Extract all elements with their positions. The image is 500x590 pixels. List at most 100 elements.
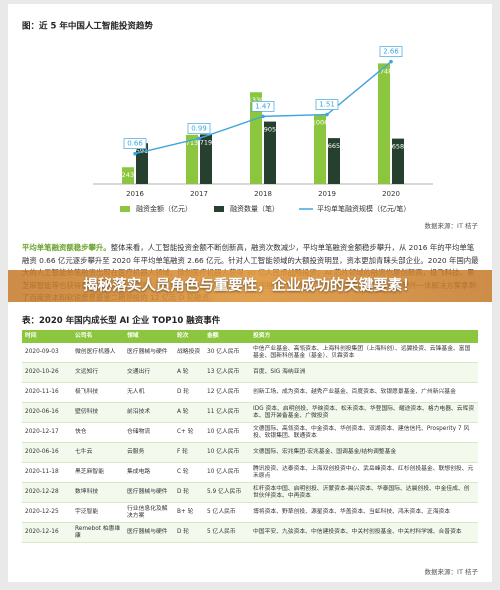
table-cell: 文远知行 [72,362,124,384]
table-cell: 医疗器械与硬件 [124,343,174,364]
bar [314,114,326,184]
legend-swatch [120,206,130,212]
table-cell: 2020-12-28 [22,482,72,504]
table-cell: 医疗器械与硬件 [124,482,174,504]
table-cell: 七牛云 [72,442,124,464]
table: 时间 公司名 领域 轮次 金额 投资方 2020-09-03 微创医疗机器人 医疗器械与硬件战… [22,330,478,544]
bar-value-label: 719 [200,138,212,146]
line-label-box [187,123,211,134]
table-cell: 2020-11-18 [22,462,72,484]
header-cell: 时间 [22,330,72,344]
chart: 图：近 5 年中国人工智能投资趋势 2016 243 591 2017 713 719 20… [22,21,479,231]
table-row: 2020-11-18 黑芝麻智能 集成电路 C 轮 10 亿人民币 腾讯投资、达泰资本、上… [22,462,478,484]
bar [186,134,198,184]
line-point [261,114,265,119]
x-tick-label: 2017 [190,190,208,198]
table-cell: 10 亿人民币 [204,462,250,484]
table-cell: 文德国际、高瓴资本、中金资本、华创资本、双湖资本、建信信托、Prosperity… [250,422,478,444]
line-value-label: 1.51 [319,101,335,109]
bar-value-label: 1748 [376,67,393,75]
line-value-label: 1.47 [255,102,271,110]
paragraph-lead: 平均单笔融资额稳步攀升。 [22,243,111,252]
line-point [133,151,137,156]
bar-value-label: 713 [186,139,198,147]
line-label-box [251,101,275,112]
x-tick-label: 2018 [254,190,272,198]
bar [378,63,390,184]
table-cell: 中信产业基金、高瓴资本、上海科创投集团（上海科创）、远翼投资、云锋基金、富国基金… [250,343,478,364]
header-cell: 领域 [124,330,174,344]
chart-title: 图：近 5 年中国人工智能投资趋势 [22,21,153,32]
bar-value-label: 658 [392,143,404,151]
table-cell: 10 亿人民币 [204,422,250,444]
table-row: 2020-06-16 七牛云 云服务 F 轮 10 亿人民币 文德国际、宏兆集团-宏兆基金… [22,442,478,464]
bar-value-label: 905 [264,126,276,134]
table-cell: 10 亿人民币 [204,442,250,464]
line-label-box [123,138,147,149]
line-point [197,136,201,141]
table-cell: 2020-12-16 [22,522,72,544]
table-cell: 文德国际、宏兆集团-宏兆基金、国调基金/结构调整基金 [250,442,478,464]
table-cell: 快仓 [72,422,124,444]
table-cell: IDG 资本、启明创投、华映资本、松禾资本、华登国际、耀途资本、格力电器、云晖资… [250,402,478,424]
table-cell: 交通出行 [124,362,174,384]
bar-value-label: 1330 [248,96,265,104]
table-cell: B+ 轮 [174,502,204,524]
header-cell: 轮次 [174,330,204,344]
x-tick-label: 2019 [318,190,336,198]
table-row: 2020-12-17 快仓 仓储物流 C+ 轮 10 亿人民币 文德国际、高瓴资本、中金资… [22,422,478,444]
table-cell: 2020-09-03 [22,343,72,364]
bar [250,92,262,184]
table-cell: A 轮 [174,362,204,384]
table-cell: 创新工场、成为资本、越秀产业基金、百度资本、软银愿景基金、广州新兴基金 [250,382,478,404]
table-cell: 13 亿人民币 [204,362,250,384]
table-cell: 百度、SIG 海纳亚洲 [250,362,478,384]
x-tick-label: 2016 [126,190,144,198]
table-cell: 2020-11-16 [22,382,72,404]
table-cell: F 轮 [174,442,204,464]
table-row: 2020-11-16 极飞科技 无人机 D 轮 12 亿人民币 创新工场、成为资本、越秀产… [22,382,478,404]
table-cell: 2020-12-17 [22,422,72,444]
table-cell: 5.9 亿人民币 [204,482,250,504]
legend-label: 平均单笔融资规模（亿元/笔） [317,204,410,213]
table-cell: D 轮 [174,482,204,504]
table-row: 2020-10-26 文远知行 交通出行 A 轮 13 亿人民币 百度、SIG 海纳亚洲 [22,362,478,384]
table-cell: 2020-10-26 [22,362,72,384]
bar-value-label: 591 [136,147,148,155]
table-cell: 2020-12-25 [22,502,72,524]
line-value-label: 0.99 [191,124,207,132]
bar [122,167,134,184]
line-point [325,112,329,117]
table-cell: 5 亿人民币 [204,502,250,524]
table-cell: 2020-06-16 [22,402,72,424]
header-cell: 公司名 [72,330,124,344]
line-label-box [315,99,339,110]
x-tick-label: 2020 [382,190,400,198]
bar [200,134,212,184]
table-row: 2020-12-28 数坤科技 医疗器械与硬件 D 轮 5.9 亿人民币 杠杆资本中国、启… [22,482,478,504]
table-cell: 行业信息化及解决方案 [124,502,174,524]
table-cell: 数坤科技 [72,482,124,504]
table-cell: C 轮 [174,462,204,484]
table-cell: 11 亿人民币 [204,402,250,424]
table-row: 2020-09-03 微创医疗机器人 医疗器械与硬件 战略投资 30 亿人民币 中信产业基… [22,343,478,364]
line-value-label: 0.66 [127,140,143,148]
table-cell: 医疗器械与硬件 [124,522,174,544]
table-cell: C+ 轮 [174,422,204,444]
bar [392,138,404,184]
table-cell: 云服务 [124,442,174,464]
table-cell: 12 亿人民币 [204,382,250,404]
header-cell: 投资方 [250,330,478,344]
table-row: 2020-06-16 壁仞科技 前沿技术 A 轮 11 亿人民币 IDG 资本、启明创投、… [22,402,478,424]
legend-label: 融资数量（笔） [230,204,279,213]
bar [136,143,148,184]
table-cell: 集成电路 [124,462,174,484]
table-cell: 中国平安、九弦资本、中信建投资本、中关村创投基金、中关村科学城、合普资本 [250,522,478,544]
header-cell: 金额 [204,330,250,344]
table-cell: Remebot 柏惠维康 [72,522,124,544]
table-cell: 杠杆资本中国、启明创投、沂蒙资本-晨兴资本、华泰国际、达晨创投、中金佳成、创世伙… [250,482,478,504]
bar [264,121,276,184]
banner[interactable]: 揭秘落实人员角色与重要性，企业成功的关键要素！ [8,270,492,302]
chart-source: 数据来源：IT 桔子 [425,221,479,230]
